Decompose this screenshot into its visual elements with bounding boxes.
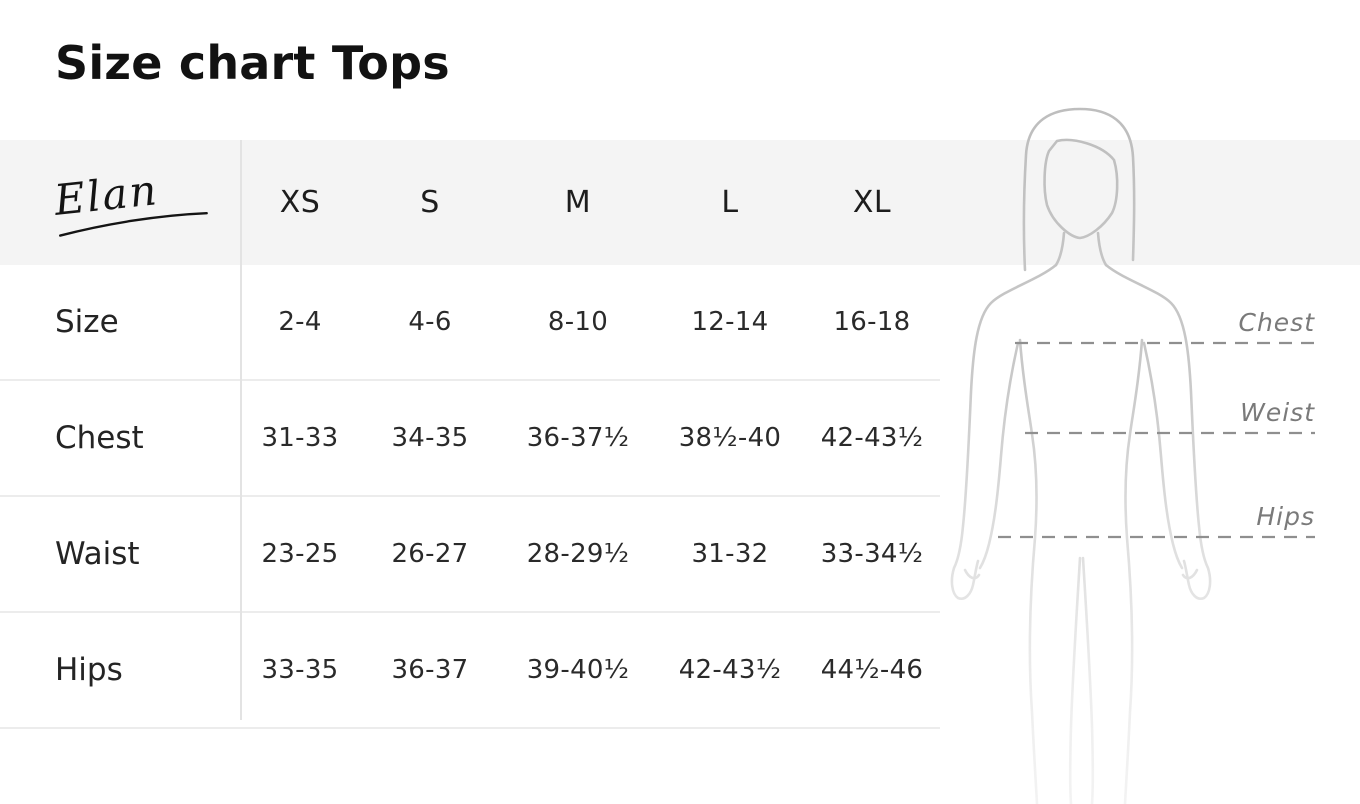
face-outline: [1043, 138, 1119, 240]
chest-s: 34-35: [391, 423, 469, 453]
female-silhouette-outline: [950, 107, 1212, 804]
hips-l: 42-43½: [678, 655, 782, 685]
hips-m: 39-40½: [526, 655, 630, 685]
right-body-leg-outline: [1123, 338, 1144, 804]
waist-l: 31-32: [691, 539, 769, 569]
left-hand-detail: [963, 568, 981, 580]
size-l: 12-14: [691, 307, 769, 337]
hips-s: 36-37: [391, 655, 469, 685]
size-table: Elan XS S M L XL Size 2-4 4-6 8-10 12-14…: [0, 140, 940, 729]
table-vertical-divider: [240, 140, 242, 720]
size-m: 8-10: [547, 307, 609, 337]
chest-m: 36-37½: [526, 423, 630, 453]
neck-left: [1054, 231, 1066, 267]
hips-xl: 44½-46: [820, 655, 924, 685]
size-s: 4-6: [408, 307, 452, 337]
chest-xs: 31-33: [261, 423, 339, 453]
waist-measure-label: Weist: [1240, 398, 1315, 427]
table-row-chest: Chest 31-33 34-35 36-37½ 38½-40 42-43½: [0, 381, 940, 497]
column-header-s: S: [420, 185, 440, 220]
right-inner-leg: [1081, 556, 1095, 804]
right-arm-outline: [1104, 263, 1212, 600]
table-row-hips: Hips 33-35 36-37 39-40½ 42-43½ 44½-46: [0, 613, 940, 729]
left-arm-outline: [950, 263, 1058, 600]
waist-s: 26-27: [391, 539, 469, 569]
table-row-waist: Waist 23-25 26-27 28-29½ 31-32 33-34½: [0, 497, 940, 613]
column-header-xl: XL: [852, 185, 892, 220]
chest-xl: 42-43½: [820, 423, 924, 453]
waist-xl: 33-34½: [820, 539, 924, 569]
left-inner-arm: [978, 341, 1020, 570]
table-row-size: Size 2-4 4-6 8-10 12-14 16-18: [0, 265, 940, 381]
hips-measure-label: Hips: [1256, 502, 1315, 531]
waist-xs: 23-25: [261, 539, 339, 569]
size-xs: 2-4: [278, 307, 322, 337]
size-table-header-row: Elan XS S M L XL: [0, 140, 940, 265]
column-header-xs: XS: [279, 185, 321, 220]
left-inner-leg: [1068, 556, 1082, 804]
waist-m: 28-29½: [526, 539, 630, 569]
row-label-size: Size: [55, 304, 119, 340]
left-body-leg-outline: [1018, 338, 1039, 804]
row-label-hips: Hips: [55, 652, 123, 688]
logo-underline-swash: [59, 211, 208, 237]
neck-right: [1096, 231, 1108, 267]
row-label-chest: Chest: [55, 420, 144, 456]
right-inner-arm: [1142, 341, 1184, 570]
hair-outline: [1022, 107, 1136, 272]
size-xl: 16-18: [833, 307, 911, 337]
page-title: Size chart Tops: [55, 36, 450, 90]
chest-l: 38½-40: [678, 423, 782, 453]
chest-measure-label: Chest: [1238, 308, 1315, 337]
brand-logo-cell: Elan: [0, 140, 240, 265]
hips-xs: 33-35: [261, 655, 339, 685]
body-measurement-diagram: Chest Weist Hips: [950, 107, 1315, 804]
column-header-m: M: [564, 185, 592, 220]
brand-logo: Elan: [52, 164, 209, 238]
right-hand-detail: [1181, 568, 1199, 580]
row-label-waist: Waist: [55, 536, 140, 572]
column-header-l: L: [721, 185, 739, 220]
